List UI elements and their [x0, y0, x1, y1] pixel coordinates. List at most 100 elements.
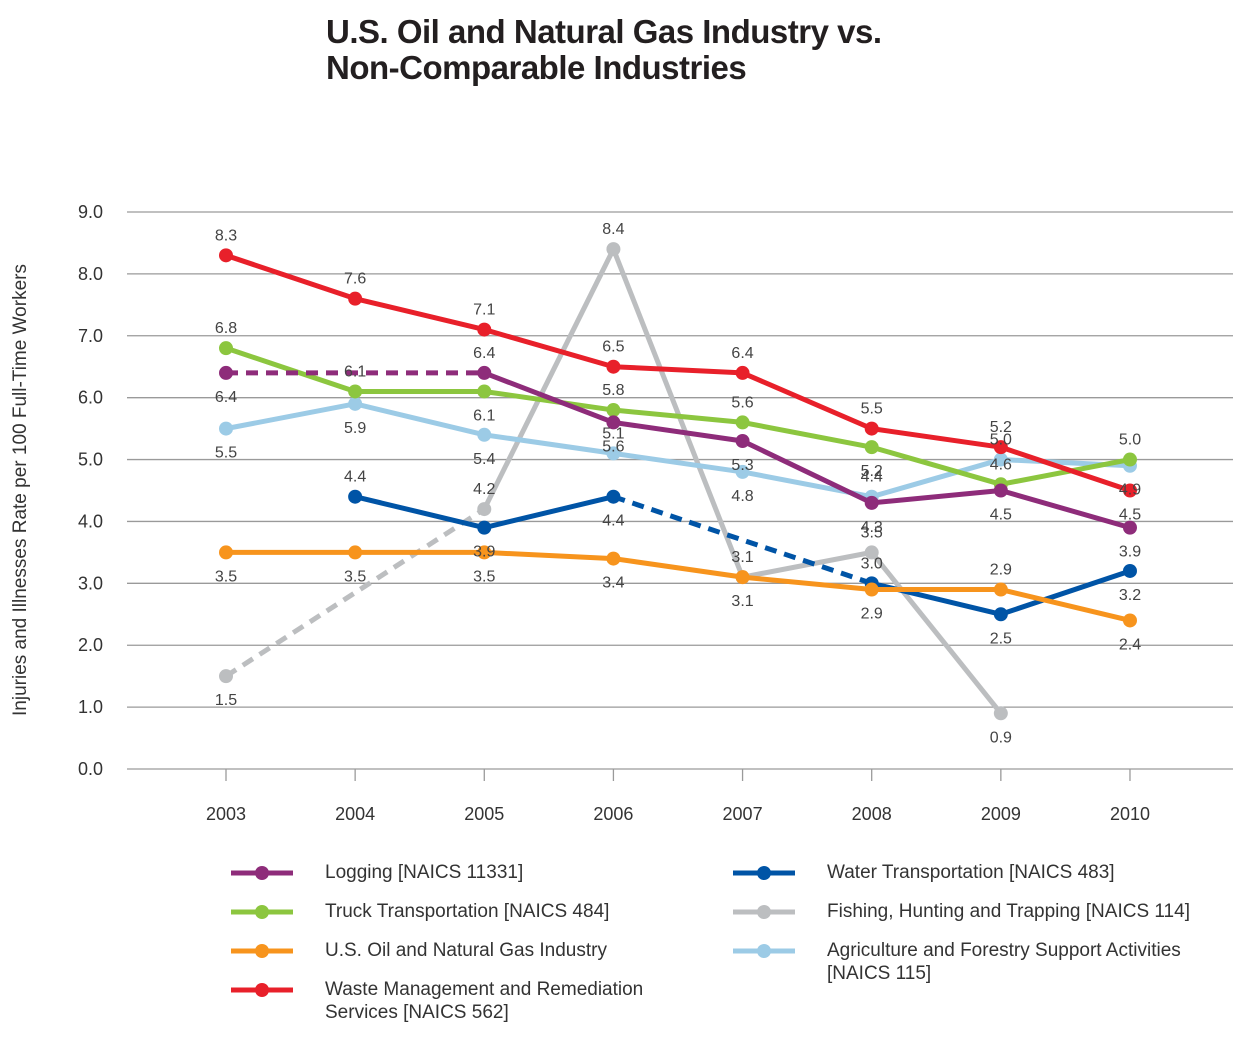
legend-swatch	[231, 983, 293, 997]
series-group	[219, 242, 1137, 721]
data-label: 7.6	[344, 271, 366, 288]
data-label: 2.9	[861, 606, 883, 623]
data-point	[606, 359, 621, 374]
series-line-segment	[741, 370, 873, 431]
data-label: 5.0	[990, 432, 1012, 449]
data-label: 3.1	[731, 593, 753, 610]
data-point	[993, 582, 1008, 597]
legend-label-line: Logging [NAICS 11331]	[325, 862, 524, 883]
legend-label-line: Services [NAICS 562]	[325, 1002, 509, 1023]
data-label: 4.5	[1119, 507, 1141, 524]
legend-label-line: Waste Management and Remediation	[325, 979, 644, 1000]
series-line-segment	[871, 444, 1002, 487]
legend-label-line: Agriculture and Forestry Support Activit…	[827, 940, 1181, 961]
data-point	[219, 669, 233, 684]
data-label: 6.4	[215, 389, 237, 406]
legend-label: Agriculture and Forestry Support Activit…	[827, 939, 1181, 985]
chart-title-line-2: Non-Comparable Industries	[326, 49, 747, 86]
legend-item: Logging [NAICS 11331]	[231, 861, 523, 885]
series-line-segment	[483, 370, 615, 425]
series-line-segment	[871, 488, 1002, 506]
series-3	[219, 248, 1137, 498]
data-point	[993, 452, 1008, 467]
data-label: 3.9	[1119, 544, 1141, 561]
y-tick-label: 6.0	[78, 388, 103, 408]
data-label: 5.5	[861, 401, 883, 418]
data-labels: 1.5 4.2 8.4 3.1 3.5 0.9 5.5 5.9 5.4 5.1 4.8 4.4 5.0 4…	[215, 221, 1141, 746]
data-point	[477, 365, 492, 380]
data-point	[993, 440, 1008, 455]
series-line-segment	[742, 574, 872, 593]
series-line-segment	[742, 419, 873, 450]
data-label: 6.4	[731, 345, 753, 362]
legend-item: Agriculture and Forestry Support Activit…	[733, 939, 1181, 985]
chart-title-line-1: U.S. Oil and Natural Gas Industry vs.	[326, 13, 882, 50]
legend-swatch-marker	[255, 983, 269, 997]
legend-label-line: Fishing, Hunting and Trapping [NAICS 114…	[827, 901, 1190, 922]
series-line-segment	[484, 549, 614, 562]
data-label: 5.0	[1119, 432, 1141, 449]
series-line-segment	[354, 296, 485, 333]
series-line-segment	[742, 549, 873, 580]
series-line-segment	[225, 401, 356, 432]
data-label: 4.8	[731, 488, 753, 505]
y-tick-label: 7.0	[78, 326, 103, 346]
data-point	[477, 384, 492, 399]
data-point	[993, 607, 1008, 622]
data-label: 0.9	[990, 729, 1012, 746]
y-tick-label: 8.0	[78, 264, 103, 284]
series-line-segment	[871, 457, 1002, 500]
data-label: 8.3	[215, 227, 237, 244]
data-point	[219, 421, 233, 436]
legend-label: Waste Management and Remediation Services…	[325, 978, 643, 1024]
legend-item: Waste Management and Remediation Services…	[231, 978, 643, 1024]
legend-label: Water Transportation [NAICS 483]	[827, 861, 1115, 884]
data-label: 6.5	[602, 339, 624, 356]
data-point	[348, 396, 363, 411]
data-point	[864, 495, 879, 510]
series-line-dashed-segment	[224, 506, 486, 679]
series-line-segment	[1000, 457, 1131, 487]
series-line-segment	[225, 252, 356, 302]
data-label: 2.4	[1119, 636, 1141, 653]
data-point	[606, 415, 621, 430]
legend-swatch	[231, 905, 293, 919]
data-point	[606, 489, 621, 504]
data-point	[477, 427, 492, 442]
data-label: 6.1	[473, 407, 495, 424]
data-label: 1.5	[215, 692, 237, 709]
data-point	[606, 446, 621, 461]
data-label: 2.5	[990, 630, 1012, 647]
series-line-segment	[354, 401, 485, 438]
legend-swatch	[231, 944, 293, 958]
legend-swatch	[231, 866, 293, 880]
x-tick-label: 2005	[464, 804, 504, 824]
data-point	[993, 706, 1008, 721]
data-point	[735, 433, 750, 448]
data-label: 4.6	[990, 456, 1012, 473]
y-tick-label: 9.0	[78, 202, 103, 222]
data-label: 4.3	[861, 519, 883, 536]
data-label: 6.4	[473, 345, 495, 362]
y-tick-label: 3.0	[78, 573, 103, 593]
data-point	[1122, 483, 1137, 498]
data-point	[1122, 452, 1137, 467]
legend-swatch	[733, 866, 795, 880]
legend-label: Logging [NAICS 11331]	[325, 861, 523, 884]
legend-swatch-marker	[255, 944, 269, 958]
series-line-segment	[483, 389, 614, 413]
data-point	[219, 365, 233, 380]
x-tick-label: 2007	[723, 804, 763, 824]
data-label: 7.1	[473, 302, 495, 319]
series-2	[219, 545, 1137, 628]
data-point	[219, 248, 233, 263]
data-point	[1122, 520, 1137, 535]
series-line-segment	[225, 345, 356, 394]
data-label: 5.3	[731, 457, 753, 474]
legend-label: U.S. Oil and Natural Gas Industry	[325, 939, 607, 962]
series-line-segment	[869, 550, 1003, 715]
data-label: 4.2	[473, 481, 495, 498]
x-tick-label: 2008	[852, 804, 892, 824]
series-line-dashed-segment	[612, 494, 873, 586]
